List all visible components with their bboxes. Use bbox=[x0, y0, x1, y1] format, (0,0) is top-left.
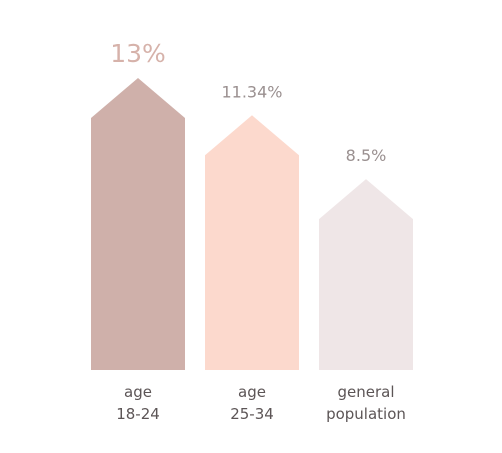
category-label-2-line-0: general bbox=[337, 383, 394, 401]
category-label-0-line-0: age bbox=[124, 383, 152, 401]
bar-0 bbox=[91, 78, 185, 370]
category-label-0-line-1: 18-24 bbox=[116, 405, 160, 423]
category-label-1-line-0: age bbox=[238, 383, 266, 401]
value-label-2: 8.5% bbox=[346, 146, 387, 165]
category-labels-group: age 18-24 age 25-34 general population bbox=[116, 383, 406, 423]
bars-group bbox=[91, 78, 413, 370]
bar-1 bbox=[205, 115, 299, 370]
value-labels-group: 13% 11.34% 8.5% bbox=[110, 39, 386, 165]
value-label-1: 11.34% bbox=[221, 82, 282, 101]
bar-2 bbox=[319, 179, 413, 370]
category-label-1-line-1: 25-34 bbox=[230, 405, 274, 423]
category-label-2-line-1: population bbox=[326, 405, 406, 423]
value-label-0: 13% bbox=[110, 39, 166, 68]
